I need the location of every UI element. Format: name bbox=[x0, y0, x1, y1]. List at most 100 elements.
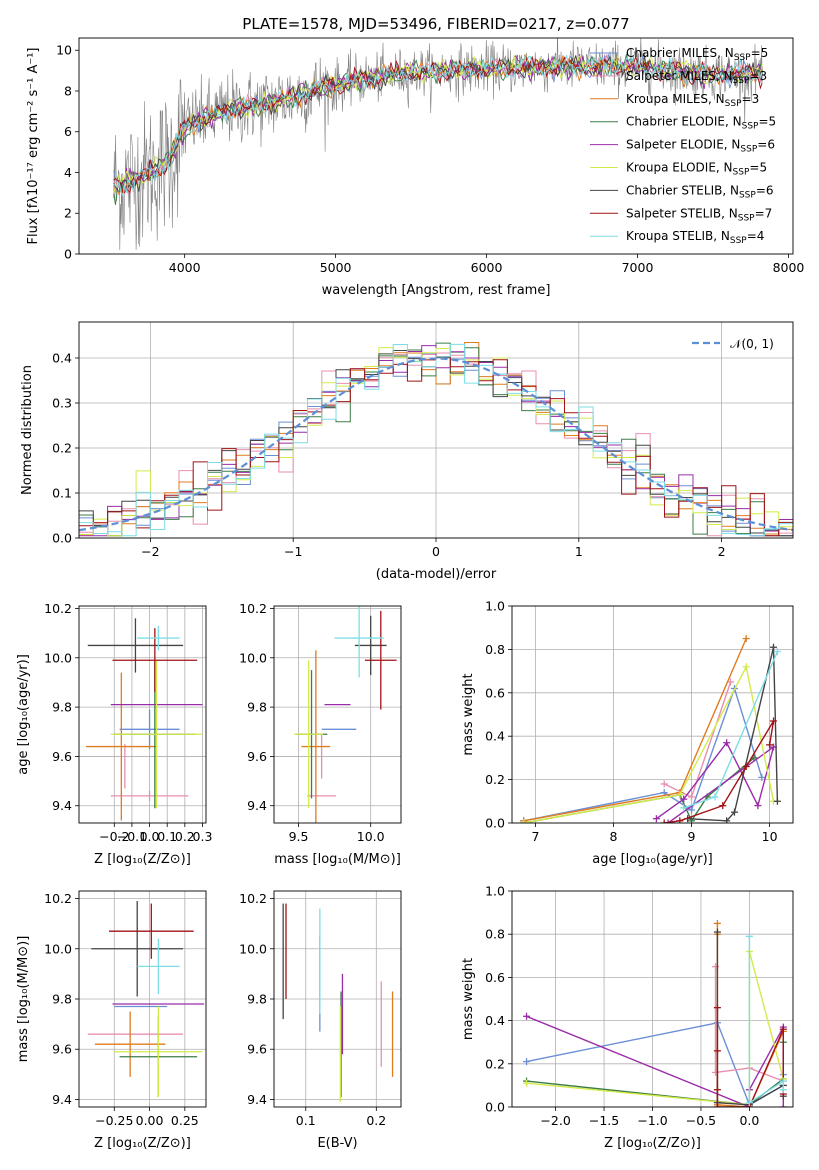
y-axis-label: Normed distribution bbox=[20, 365, 35, 495]
frame-mass_vs_Z: −0.25 0.00 0.25 9.4 9.6 9.8 10.0 10.2 Z [log₁₀(Z… bbox=[16, 890, 207, 1151]
legend-label-suffix: =5 bbox=[758, 115, 776, 129]
errorbar-chabrier-stelib bbox=[87, 618, 184, 673]
errorbar-kroupa-stelib bbox=[137, 938, 180, 994]
y-tick-label: 0.8 bbox=[485, 642, 505, 657]
legend-label-salpeter-stelib: Salpeter STELIB, NSSP=7 bbox=[626, 206, 772, 223]
axes-frame bbox=[511, 605, 794, 824]
legend-label-text: Kroupa ELODIE, N bbox=[626, 161, 733, 175]
series-marker-kroupa-miles bbox=[713, 919, 721, 927]
legend-label-suffix: =5 bbox=[749, 161, 767, 175]
y-tick-label: 10.0 bbox=[44, 650, 72, 665]
legend-label-kroupa-miles: Kroupa MILES, NSSP=3 bbox=[626, 92, 759, 109]
y-tick-label: 10.0 bbox=[239, 941, 267, 956]
y-tick-label: 6 bbox=[64, 124, 72, 139]
series-marker-chabrier-stelib bbox=[713, 928, 721, 936]
legend-label-suffix: =7 bbox=[755, 206, 773, 220]
x-tick-label: 0.3 bbox=[193, 829, 213, 844]
axes-age_vs_mass: 9.5 10.0 9.4 9.6 9.8 10.0 10.2 mass [log₁₀(M/M⊙… bbox=[239, 601, 402, 867]
series-marker-kroupa-elodie bbox=[523, 1079, 531, 1087]
legend-label-text: Kroupa STELIB, N bbox=[626, 229, 730, 243]
series-marker-chabrier-stelib bbox=[730, 808, 738, 816]
grid-mass_vs_EBV bbox=[274, 891, 401, 1107]
y-tick-label: 10 bbox=[56, 43, 72, 58]
y-tick-label: 0.1 bbox=[52, 486, 72, 501]
plot-area-massweight_vs_age bbox=[520, 635, 781, 823]
axes-massweight_vs_age: 7 8 9 10 0.0 0.2 0.4 0.6 0.8 1.0 age [log₁₀(age/yr… bbox=[461, 599, 794, 867]
y-tick-label: 0.3 bbox=[52, 396, 72, 411]
x-tick-label: −2.0 bbox=[540, 1113, 570, 1128]
series-marker-kroupa-stelib bbox=[745, 1099, 753, 1107]
x-tick-label: 0 bbox=[432, 544, 440, 559]
series-marker-chabrier-miles bbox=[688, 806, 696, 814]
errorbar-kroupa-elodie bbox=[110, 660, 203, 809]
errorbar-kroupa-miles bbox=[301, 650, 331, 823]
x-axis-label: Z [log₁₀(Z/Z⊙)] bbox=[94, 852, 191, 867]
legend-label-subscript: SSP bbox=[730, 236, 747, 246]
errorbar-kroupa-elodie bbox=[114, 1006, 203, 1097]
legend-label-suffix: =4 bbox=[747, 229, 765, 243]
series-marker-kroupa-stelib bbox=[773, 648, 781, 656]
series-marker-salpeter-elodie bbox=[664, 819, 672, 823]
y-tick-label: 0.4 bbox=[52, 351, 72, 366]
legend-label-subscript: SSP bbox=[742, 122, 759, 132]
x-tick-label: −0.2 bbox=[99, 829, 129, 844]
legend-label-chabrier-elodie: Chabrier ELODIE, NSSP=5 bbox=[626, 115, 776, 132]
x-tick-label: 0.0 bbox=[739, 1113, 759, 1128]
series-marker-kroupa-stelib bbox=[779, 1077, 787, 1085]
y-tick-label: 10.2 bbox=[239, 601, 267, 616]
series-marker-salpeter-stelib bbox=[713, 1103, 721, 1107]
axes-frame bbox=[78, 321, 794, 539]
x-tick-label: 9.5 bbox=[289, 829, 309, 844]
y-tick-label: 0.2 bbox=[485, 772, 505, 787]
legend-label-kroupa-elodie: Kroupa ELODIE, NSSP=5 bbox=[626, 161, 767, 178]
legend-label-subscript: SSP bbox=[725, 99, 742, 109]
y-tick-label: 0.0 bbox=[485, 1100, 505, 1115]
y-tick-label: 0.4 bbox=[485, 1013, 505, 1028]
errorbar-salpeter-stelib bbox=[112, 628, 198, 693]
x-tick-label: 6000 bbox=[471, 260, 503, 275]
legend-label-suffix: =3 bbox=[749, 69, 767, 83]
x-tick-label: 5000 bbox=[320, 260, 352, 275]
legend-label-suffix: =6 bbox=[757, 138, 775, 152]
model-line-kroupa-stelib bbox=[113, 54, 763, 197]
y-tick-label: 9.4 bbox=[52, 798, 72, 813]
legend-label-subscript: SSP bbox=[733, 76, 750, 86]
y-tick-label: 0.6 bbox=[485, 685, 505, 700]
x-tick-label: −1.0 bbox=[637, 1113, 667, 1128]
plot-area-massweight_vs_Z bbox=[523, 919, 787, 1107]
y-tick-label: 0.0 bbox=[485, 816, 505, 831]
x-tick-label: 7 bbox=[531, 829, 539, 844]
series-marker-salpeter-stelib bbox=[713, 1004, 721, 1012]
frame-spectrum: 4000 5000 6000 7000 8000 0 2 4 6 8 10 wavelength [A… bbox=[26, 37, 804, 298]
y-tick-label: 1.0 bbox=[485, 599, 505, 614]
series-marker-chabrier-stelib bbox=[773, 797, 781, 805]
y-tick-label: 0 bbox=[64, 247, 72, 262]
y-tick-label: 9.8 bbox=[247, 700, 267, 715]
legend-label-suffix: =3 bbox=[742, 92, 760, 106]
x-tick-label: 0.1 bbox=[157, 829, 177, 844]
y-axis-label: age [log₁₀(age/yr)] bbox=[16, 654, 31, 775]
x-tick-label: 1 bbox=[575, 544, 583, 559]
x-axis-label: wavelength [Angstrom, rest frame] bbox=[322, 283, 551, 298]
series-marker-salpeter-stelib bbox=[713, 1086, 721, 1094]
legend-label-subscript: SSP bbox=[738, 213, 755, 223]
legend-label-subscript: SSP bbox=[733, 168, 750, 178]
plot-area-age_vs_mass bbox=[294, 606, 397, 823]
legend-label-suffix: =6 bbox=[756, 183, 774, 197]
axes-frame bbox=[78, 37, 794, 255]
y-tick-label: 0.0 bbox=[52, 531, 72, 546]
y-tick-label: 9.6 bbox=[247, 749, 267, 764]
legend-label-text: Chabrier STELIB, N bbox=[626, 183, 739, 197]
series-marker-kroupa-elodie bbox=[742, 663, 750, 671]
y-tick-label: 10.2 bbox=[239, 891, 267, 906]
legend-label-text: Chabrier ELODIE, N bbox=[626, 115, 742, 129]
x-tick-label: 0.00 bbox=[136, 1113, 164, 1128]
legend-label-suffix: =5 bbox=[751, 46, 769, 60]
series-marker-salpeter-miles bbox=[688, 793, 696, 801]
series-marker-salpeter-miles bbox=[660, 780, 668, 788]
y-tick-label: 0.6 bbox=[485, 970, 505, 985]
y-tick-label: 9.8 bbox=[52, 992, 72, 1007]
errorbar-kroupa-miles bbox=[86, 672, 157, 821]
y-tick-label: 9.4 bbox=[247, 1092, 267, 1107]
x-axis-label: age [log₁₀(age/yr)] bbox=[592, 852, 713, 867]
